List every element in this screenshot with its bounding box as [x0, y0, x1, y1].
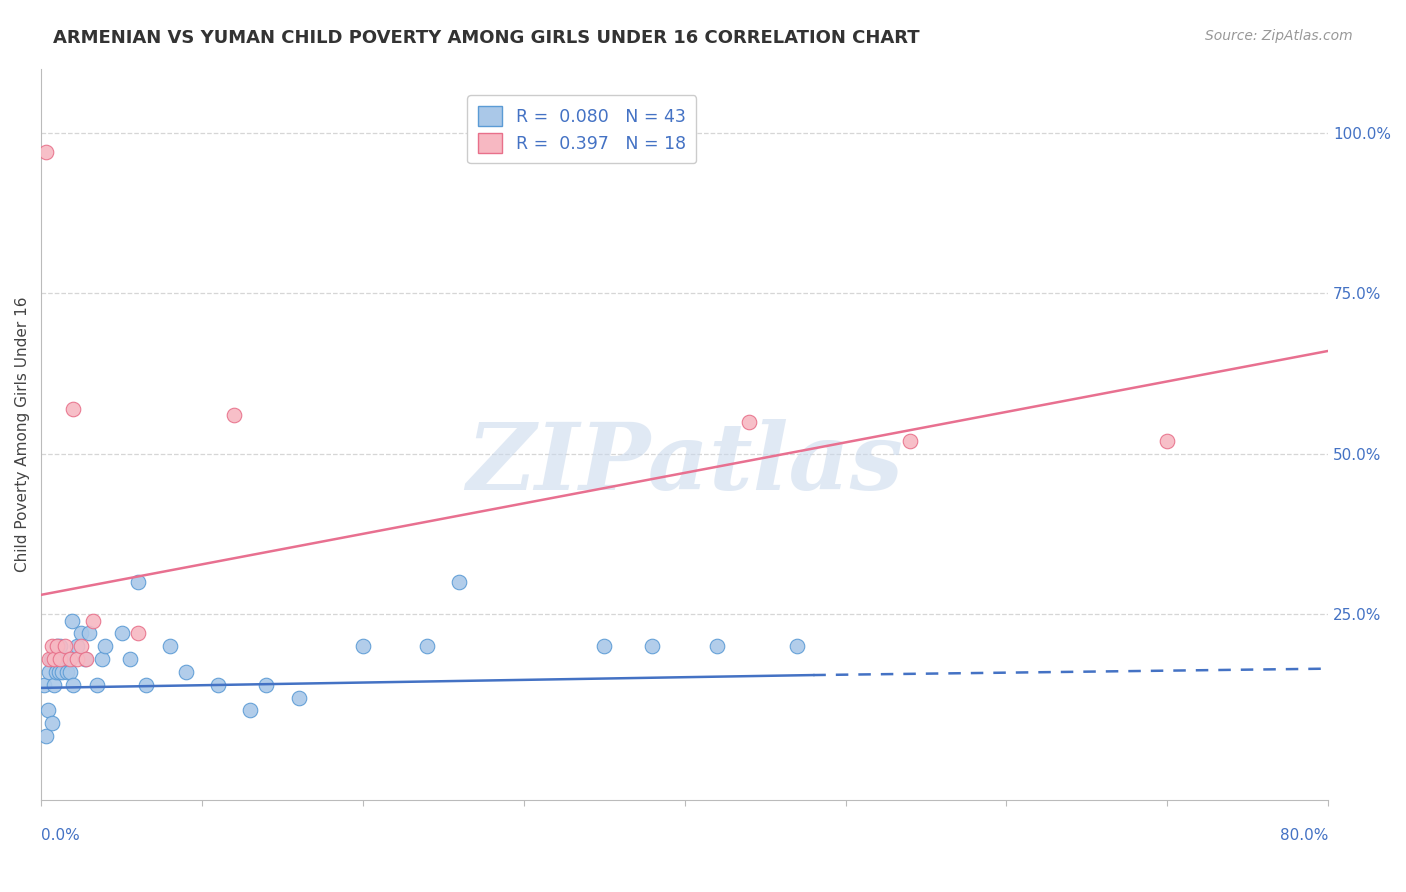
Point: [79, 626, 101, 640]
Point: [738, 415, 761, 429]
Point: [42, 678, 65, 692]
Point: [53, 639, 76, 653]
Point: [70, 626, 93, 640]
Point: [641, 639, 664, 653]
Point: [60, 614, 83, 628]
Point: [39, 652, 62, 666]
Point: [786, 639, 808, 653]
Point: [62, 401, 84, 416]
Text: Source: ZipAtlas.com: Source: ZipAtlas.com: [1205, 29, 1353, 43]
Point: [34, 678, 56, 692]
Point: [38, 665, 60, 679]
Point: [65, 652, 87, 666]
Point: [224, 408, 246, 422]
Point: [239, 703, 262, 717]
Point: [56, 665, 79, 679]
Point: [110, 626, 132, 640]
Point: [41, 652, 63, 666]
Point: [49, 639, 72, 653]
Point: [91, 652, 114, 666]
Point: [416, 639, 439, 653]
Point: [1156, 434, 1178, 448]
Text: 80.0%: 80.0%: [1279, 828, 1329, 843]
Point: [53, 652, 76, 666]
Point: [593, 639, 616, 653]
Text: ARMENIAN VS YUMAN CHILD POVERTY AMONG GIRLS UNDER 16 CORRELATION CHART: ARMENIAN VS YUMAN CHILD POVERTY AMONG GI…: [53, 29, 920, 46]
Point: [45, 665, 67, 679]
Point: [73, 652, 96, 666]
Point: [207, 678, 229, 692]
Point: [174, 665, 197, 679]
Point: [86, 678, 108, 692]
Point: [118, 652, 141, 666]
Point: [51, 665, 73, 679]
Point: [706, 639, 728, 653]
Point: [65, 639, 87, 653]
Point: [127, 626, 149, 640]
Point: [135, 678, 157, 692]
Point: [127, 574, 149, 589]
Point: [38, 652, 60, 666]
Point: [48, 665, 70, 679]
Point: [94, 639, 117, 653]
Point: [41, 716, 63, 731]
Point: [41, 639, 63, 653]
Point: [59, 652, 82, 666]
Point: [287, 690, 309, 705]
Point: [898, 434, 921, 448]
Point: [70, 639, 93, 653]
Text: ZIPatlas: ZIPatlas: [467, 418, 903, 508]
Point: [82, 614, 104, 628]
Text: 0.0%: 0.0%: [41, 828, 80, 843]
Point: [46, 639, 69, 653]
Legend: R =  0.080   N = 43, R =  0.397   N = 18: R = 0.080 N = 43, R = 0.397 N = 18: [467, 95, 696, 163]
Point: [37, 703, 59, 717]
Point: [449, 574, 471, 589]
Point: [42, 652, 65, 666]
Point: [49, 652, 72, 666]
Point: [59, 665, 82, 679]
Point: [352, 639, 374, 653]
Point: [35, 729, 58, 743]
Point: [75, 652, 97, 666]
Point: [58, 652, 80, 666]
Point: [254, 678, 277, 692]
Point: [46, 639, 69, 653]
Point: [159, 639, 181, 653]
Y-axis label: Child Poverty Among Girls Under 16: Child Poverty Among Girls Under 16: [15, 297, 30, 572]
Point: [35, 145, 58, 159]
Point: [62, 678, 84, 692]
